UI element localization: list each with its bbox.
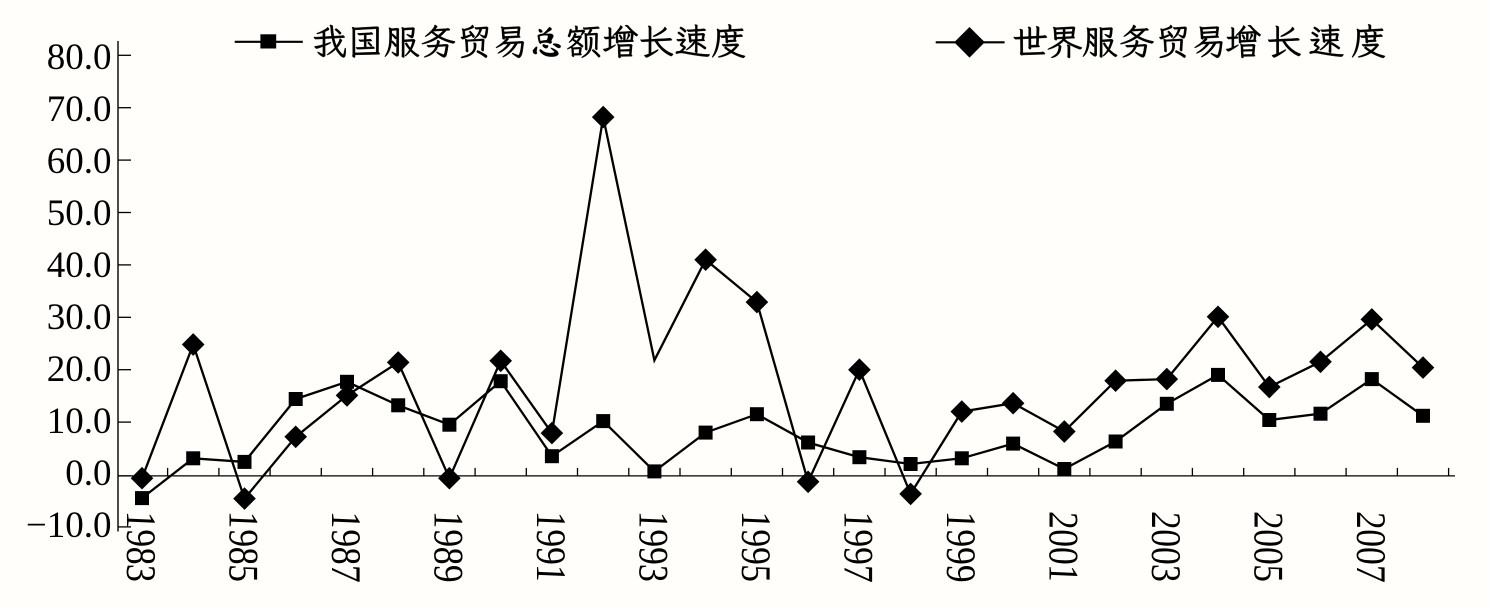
svg-text:80.0: 80.0 [47, 37, 112, 78]
svg-text:1995: 1995 [732, 509, 778, 585]
svg-text:40.0: 40.0 [47, 245, 112, 286]
svg-text:2001: 2001 [1040, 509, 1086, 585]
svg-text:0.0: 0.0 [65, 453, 111, 494]
svg-text:60.0: 60.0 [47, 141, 112, 182]
svg-text:−10.0: −10.0 [26, 505, 112, 546]
svg-text:20.0: 20.0 [47, 349, 112, 390]
svg-text:1993: 1993 [630, 509, 676, 585]
svg-text:2005: 2005 [1245, 509, 1291, 585]
svg-text:1991: 1991 [527, 509, 573, 585]
svg-text:1983: 1983 [117, 509, 163, 585]
svg-text:1987: 1987 [322, 509, 368, 586]
svg-text:10.0: 10.0 [47, 401, 112, 442]
svg-text:2003: 2003 [1142, 509, 1188, 585]
svg-text:70.0: 70.0 [47, 89, 112, 130]
svg-text:2007: 2007 [1347, 509, 1393, 586]
svg-text:1985: 1985 [220, 509, 266, 585]
svg-text:30.0: 30.0 [47, 297, 112, 338]
svg-text:1997: 1997 [835, 509, 881, 586]
svg-text:1999: 1999 [937, 509, 983, 585]
svg-text:1989: 1989 [425, 509, 471, 585]
svg-text:50.0: 50.0 [47, 193, 112, 234]
